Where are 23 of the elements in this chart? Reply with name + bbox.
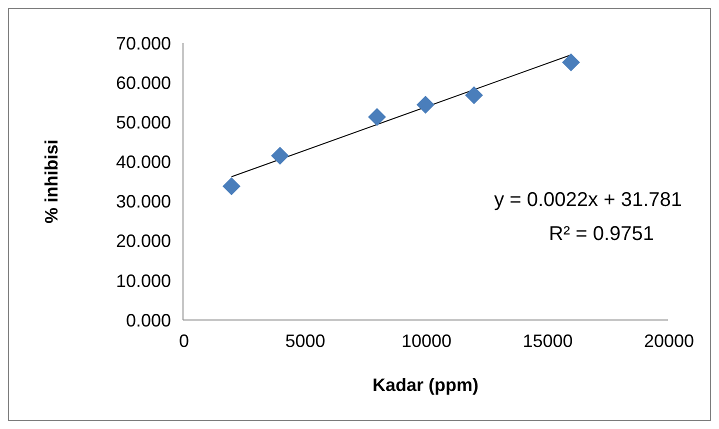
y-tick-label: 50.000 [116, 112, 171, 133]
point [222, 177, 240, 196]
x-tick-label: 10000 [401, 331, 452, 352]
point [465, 86, 483, 104]
x-tick-label: 20000 [644, 331, 694, 352]
x-tick-label: 0 [178, 331, 190, 352]
x-tick-label: 5000 [285, 331, 326, 352]
y-tick-label: 40.000 [116, 152, 171, 172]
point [562, 53, 580, 72]
y-tick-label: 70.000 [116, 33, 171, 54]
x-axis-title: Kadar (ppm) [372, 374, 479, 395]
point [271, 146, 289, 165]
annotation: R² = 0.9751 [548, 223, 654, 246]
point [368, 108, 386, 126]
y-tick-label: 0.000 [126, 310, 171, 330]
x-tick-label: 15000 [522, 331, 573, 352]
y-axis-title: % inhibisi [41, 139, 62, 224]
y-tick-label: 60.000 [116, 72, 171, 93]
y-tick-label: 20.000 [116, 231, 171, 252]
point [416, 96, 434, 114]
y-tick-label: 10.000 [116, 270, 171, 291]
y-tick-label: 30.000 [116, 192, 171, 212]
annotation: y = 0.0022x + 31.781 [494, 189, 682, 212]
